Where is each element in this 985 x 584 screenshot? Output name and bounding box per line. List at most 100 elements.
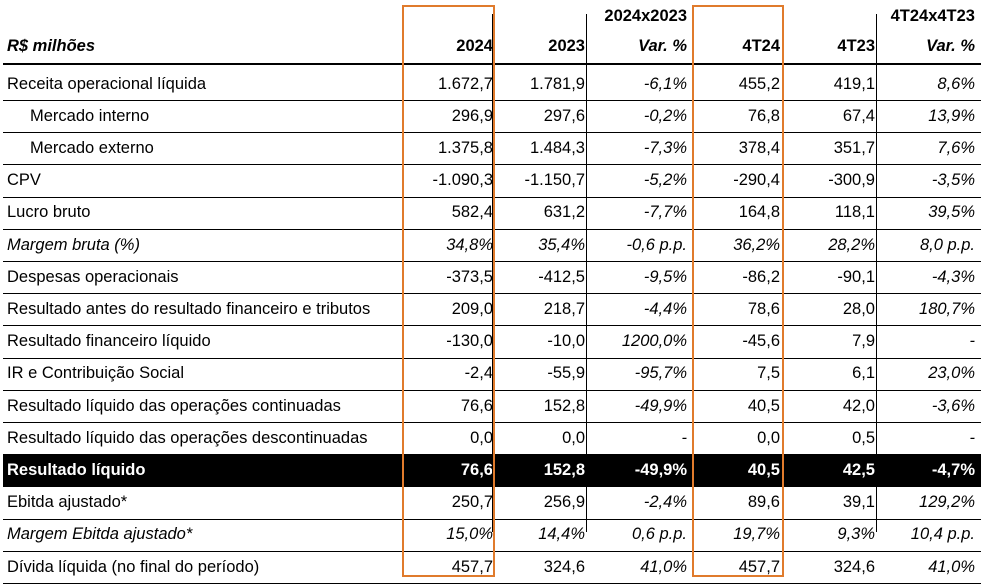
row-label: Resultado líquido — [7, 460, 146, 479]
row-value: 457,7 — [451, 557, 493, 576]
row-value: 256,9 — [543, 493, 585, 512]
row-value: 10,4 p.p. — [910, 525, 975, 544]
row-value: -7,3% — [643, 138, 687, 157]
row-value: 6,1 — [852, 364, 875, 383]
row-value: 297,6 — [543, 106, 585, 125]
group-header-quarter: 4T24x4T23 — [890, 6, 975, 25]
row-value: 180,7% — [919, 299, 975, 318]
column-divider — [586, 14, 587, 532]
row-value: 419,1 — [833, 74, 875, 93]
col-header-var-quarter: Var. % — [926, 37, 975, 55]
row-value: 41,0% — [640, 557, 687, 576]
row-value: 76,6 — [460, 460, 493, 479]
row-label: Mercado externo — [30, 138, 154, 157]
row-value: -86,2 — [742, 267, 780, 286]
row-value: 152,8 — [543, 460, 585, 479]
row-value: 457,7 — [738, 557, 780, 576]
row-value: -3,6% — [931, 396, 975, 415]
column-divider — [876, 14, 877, 532]
row-value: 40,5 — [747, 396, 780, 415]
row-value: 8,6% — [937, 74, 975, 93]
row-value: 7,5 — [757, 364, 780, 383]
row-value: 15,0% — [446, 525, 493, 544]
row-value: 34,8% — [446, 235, 493, 254]
row-value: 0,6 p.p. — [631, 525, 687, 544]
row-value: 118,1 — [834, 203, 875, 222]
row-value: - — [969, 332, 976, 351]
row-value: -130,0 — [446, 332, 493, 351]
row-value: -4,7% — [931, 460, 975, 479]
row-value: 78,6 — [747, 299, 780, 318]
row-value: 41,0% — [928, 557, 975, 576]
row-label: Margem Ebitda ajustado* — [7, 525, 193, 544]
row-value: 40,5 — [747, 460, 780, 479]
header-group-row: 2024x2023 4T24x4T23 — [3, 2, 981, 30]
row-label: Receita operacional líquida — [7, 74, 207, 93]
col-header-4t24: 4T24 — [742, 37, 780, 55]
col-header-var-year: Var. % — [638, 37, 687, 55]
unit-label: R$ milhões — [7, 37, 96, 55]
row-value: -49,9% — [634, 396, 687, 415]
row-value: 152,8 — [543, 396, 585, 415]
row-value: 39,1 — [842, 493, 875, 512]
row-value: -300,9 — [828, 171, 875, 190]
row-value: 324,6 — [833, 557, 875, 576]
row-value: 8,0 p.p. — [919, 235, 975, 254]
row-value: 296,9 — [451, 106, 493, 125]
row-value: 209,0 — [451, 299, 493, 318]
row-label: CPV — [7, 171, 41, 190]
col-header-4t23: 4T23 — [837, 37, 875, 55]
row-value: 250,7 — [451, 493, 493, 512]
group-header-year: 2024x2023 — [604, 6, 687, 25]
row-value: -5,2% — [643, 171, 687, 190]
row-value: -0,6 p.p. — [626, 235, 687, 254]
row-value: 324,6 — [543, 557, 585, 576]
row-label: Resultado financeiro líquido — [7, 332, 211, 351]
row-value: 89,6 — [747, 493, 780, 512]
row-label: Ebitda ajustado* — [7, 493, 128, 512]
row-value: - — [969, 428, 976, 447]
row-label: Dívida líquida (no final do período) — [7, 557, 260, 576]
row-value: 76,8 — [747, 106, 780, 125]
row-value: 76,6 — [460, 396, 493, 415]
row-value: - — [681, 428, 688, 447]
row-value: 0,0 — [562, 428, 585, 447]
row-value: -2,4% — [643, 493, 687, 512]
row-value: 42,5 — [842, 460, 875, 479]
row-value: 378,4 — [738, 138, 780, 157]
row-value: 455,2 — [738, 74, 780, 93]
row-value: 28,2% — [828, 235, 875, 254]
row-value: -4,3% — [931, 267, 975, 286]
row-value: -49,9% — [634, 460, 687, 479]
row-value: 351,7 — [833, 138, 875, 157]
row-value: -290,4 — [733, 171, 780, 190]
row-label: Despesas operacionais — [7, 267, 179, 286]
column-divider — [492, 14, 493, 532]
row-value: -1.090,3 — [432, 171, 493, 190]
row-label: IR e Contribuição Social — [7, 364, 185, 383]
table-row: Dívida líquida (no final do período) 457,… — [3, 551, 981, 584]
row-value: 631,2 — [543, 203, 585, 222]
row-value: -7,7% — [643, 203, 687, 222]
row-value: -6,1% — [643, 74, 687, 93]
col-header-2023: 2023 — [548, 37, 585, 55]
table-row: IR e Contribuição Social -2,4 -55,9 -95,7% 7… — [3, 358, 981, 391]
row-value: -373,5 — [446, 267, 493, 286]
row-value: -10,0 — [547, 332, 585, 351]
row-value: -3,5% — [931, 171, 975, 190]
row-value: -4,4% — [643, 299, 687, 318]
row-value: 9,3% — [837, 525, 875, 544]
row-label: Margem bruta (%) — [7, 235, 140, 254]
row-value: -0,2% — [643, 106, 687, 125]
row-value: 42,0 — [842, 396, 875, 415]
row-label: Resultado antes do resultado financeiro … — [7, 299, 371, 318]
row-value: -45,6 — [742, 332, 780, 351]
table-row: Resultado financeiro líquido -130,0 -10,0 1… — [3, 326, 981, 359]
row-value: -90,1 — [837, 267, 875, 286]
row-value: -2,4 — [464, 364, 493, 383]
row-value: 67,4 — [842, 106, 875, 125]
table-row: Resultado antes do resultado financeiro … — [3, 293, 981, 327]
row-label: Lucro bruto — [7, 203, 91, 222]
row-value: 1.375,8 — [437, 138, 493, 157]
row-value: 1200,0% — [621, 332, 687, 351]
